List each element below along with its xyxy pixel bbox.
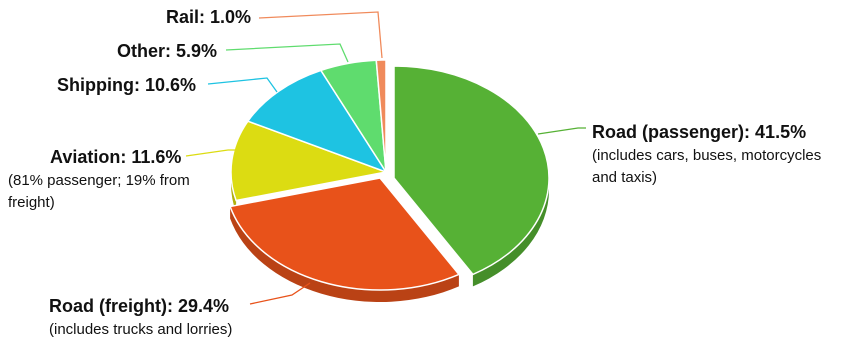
leader-lines — [185, 11, 586, 305]
leader-line-road-freight — [249, 282, 311, 305]
label-rail: Rail: 1.0% — [166, 7, 252, 27]
pie-slices — [229, 59, 550, 291]
slice-aviation — [230, 120, 389, 202]
label-road-passenger-note: (includes cars, buses, motorcycles and t… — [592, 147, 822, 186]
slice-road-passenger — [393, 65, 550, 276]
leader-line-rail — [258, 11, 383, 59]
leader-line-aviation — [185, 149, 236, 157]
label-road-passenger: Road (passenger): 41.5% (includes cars, … — [592, 121, 842, 189]
slice-shipping — [246, 69, 388, 174]
label-road-freight-note: (includes trucks and lorries) — [49, 321, 233, 338]
label-aviation: Aviation: 11.6% (81% passenger; 19% from… — [8, 146, 213, 214]
label-aviation-note: (81% passenger; 19% from freight) — [8, 172, 190, 211]
slice-depth-road-passenger — [472, 178, 549, 287]
leader-line-shipping — [207, 77, 278, 93]
leader-line-road-passenger — [537, 127, 586, 135]
label-other: Other: 5.9% — [117, 41, 218, 61]
label-road-freight: Road (freight): 29.4% (includes trucks a… — [49, 295, 232, 341]
slice-rail — [375, 59, 387, 173]
slice-road-freight — [229, 177, 461, 291]
slice-depth-road-freight — [230, 206, 459, 302]
label-shipping: Shipping: 10.6% — [57, 75, 197, 95]
leader-line-other — [225, 43, 349, 63]
